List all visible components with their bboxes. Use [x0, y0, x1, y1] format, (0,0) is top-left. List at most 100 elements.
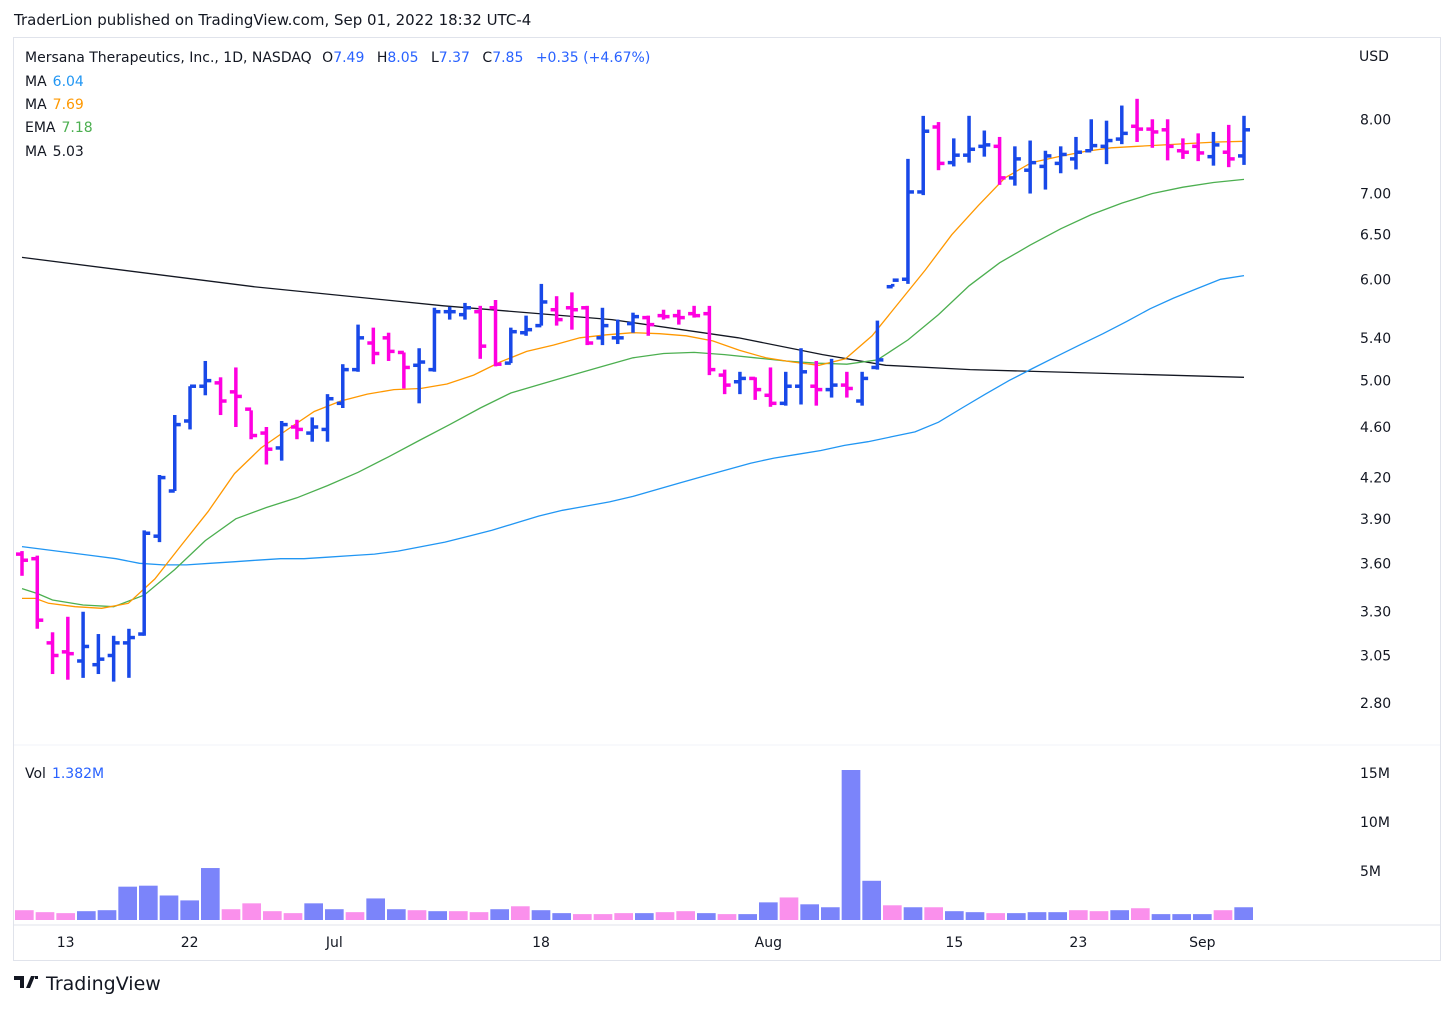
brand-name: TradingView: [46, 973, 161, 995]
volume-bar: [159, 895, 179, 920]
volume-bar: [118, 886, 137, 920]
ohlc-bar: [306, 417, 319, 442]
price-tick-label: 3.60: [1360, 556, 1391, 572]
low-value: 7.37: [438, 50, 470, 66]
indicator-label: MA: [25, 144, 47, 160]
ohlc-bar: [917, 115, 930, 196]
time-tick-label: Sep: [1189, 935, 1216, 951]
ohlc-bar: [184, 384, 197, 430]
ohlc-bar: [290, 419, 303, 440]
volume-bar: [573, 914, 592, 920]
ohlc-bar: [1024, 140, 1037, 194]
ohlc-bar: [550, 296, 563, 326]
ohlc-bar: [352, 324, 365, 372]
volume-bar: [387, 909, 406, 920]
symbol-name: Mersana Therapeutics, Inc., 1D, NASDAQ: [25, 50, 312, 66]
ohlc-bar: [565, 292, 578, 330]
volume-bar: [614, 913, 633, 920]
open-label: O: [322, 50, 334, 66]
currency-label: USD: [1359, 49, 1389, 65]
volume-bar: [1172, 914, 1191, 920]
ohlc-bar: [810, 360, 823, 406]
publisher-header: TraderLion published on TradingView.com,…: [14, 11, 532, 29]
ohlc-bar: [703, 305, 716, 376]
ohlc-bar: [1192, 133, 1205, 162]
ohlc-bar: [77, 611, 90, 678]
indicator-ma-orange[interactable]: MA 7.69: [25, 97, 84, 113]
volume-bar: [221, 909, 241, 920]
ohlc-bar: [245, 407, 258, 440]
price-tick-label: 5.00: [1360, 374, 1391, 390]
indicator-ema-green[interactable]: EMA 7.18: [25, 120, 93, 136]
ohlc-bar: [61, 616, 74, 680]
volume-bar: [697, 913, 716, 920]
ohlc-bar: [1069, 136, 1082, 170]
ohlc-bar: [1146, 119, 1159, 148]
ohlc-bar: [520, 315, 533, 336]
ohlc-bar: [16, 551, 28, 576]
indicator-label: EMA: [25, 120, 56, 136]
ohlc-bar: [764, 367, 777, 407]
volume-bar: [1234, 907, 1253, 920]
ohlc-bar: [886, 278, 899, 289]
volume-bar: [531, 910, 551, 920]
price-tick-label: 7.00: [1360, 187, 1391, 203]
price-tick-label: 3.05: [1360, 648, 1391, 664]
volume-bar: [945, 911, 964, 920]
low-label: L: [430, 50, 439, 66]
volume-bar: [180, 900, 199, 920]
ohlc-bar: [856, 371, 869, 406]
volume-bar: [676, 911, 695, 920]
footer[interactable]: TradingView: [14, 973, 161, 995]
ohlc-bar: [275, 420, 288, 461]
ohlc-bar: [397, 350, 410, 389]
volume-bar: [655, 912, 675, 920]
ohlc-bar: [596, 307, 609, 346]
ohlc-bar: [214, 377, 227, 416]
symbol-legend[interactable]: Mersana Therapeutics, Inc., 1D, NASDAQ O…: [25, 50, 658, 66]
volume-bar: [1213, 910, 1233, 920]
volume-bar: [1069, 910, 1088, 920]
volume-bar: [345, 912, 365, 920]
volume-bar: [800, 904, 819, 920]
ohlc-bar: [1176, 138, 1189, 159]
volume-bar: [242, 903, 261, 920]
volume-bar: [965, 912, 985, 920]
volume-bar: [490, 909, 509, 920]
volume-tick-label: 10M: [1360, 815, 1390, 831]
ohlc-bar: [138, 530, 151, 636]
volume-bar: [139, 885, 158, 920]
indicator-ma-black[interactable]: MA 5.03: [25, 144, 84, 160]
volume-tick-label: 5M: [1360, 864, 1381, 880]
volume-bar: [862, 880, 881, 920]
indicator-ma-blue[interactable]: MA 6.04: [25, 74, 84, 90]
ohlc-bar: [733, 371, 746, 395]
ohlc-bar: [963, 115, 976, 163]
volume-bar: [903, 907, 923, 920]
price-tick-label: 3.90: [1360, 512, 1391, 528]
ohlc-bar: [443, 306, 456, 320]
volume-label: Vol: [25, 766, 46, 782]
volume-legend[interactable]: Vol 1.382M: [25, 766, 104, 782]
indicator-value: 6.04: [52, 74, 84, 90]
ohlc-bar: [474, 305, 487, 359]
chart-frame[interactable]: [13, 37, 1441, 961]
ohlc-bar: [1161, 119, 1174, 161]
ohlc-bar: [627, 312, 639, 333]
volume-bar: [779, 897, 799, 920]
volume-bar: [263, 911, 282, 920]
ohlc-bar: [871, 320, 884, 370]
time-tick-label: Aug: [755, 935, 782, 951]
price-axis: 8.00 7.00 6.50 6.00 5.40 5.00 4.60 4.20 3.90 3.60…: [1360, 112, 1391, 712]
ohlc-bar: [779, 371, 792, 406]
time-tick-label: 13: [57, 935, 75, 951]
time-tick-label: 18: [532, 935, 550, 951]
volume-bars: [15, 770, 1253, 920]
volume-bar: [552, 913, 571, 920]
ohlc-bar: [932, 122, 945, 171]
volume-bar: [1151, 914, 1171, 920]
ohlc-bar: [504, 327, 517, 365]
ohlc-bar: [993, 136, 1006, 185]
volume-value: 1.382M: [51, 766, 105, 782]
